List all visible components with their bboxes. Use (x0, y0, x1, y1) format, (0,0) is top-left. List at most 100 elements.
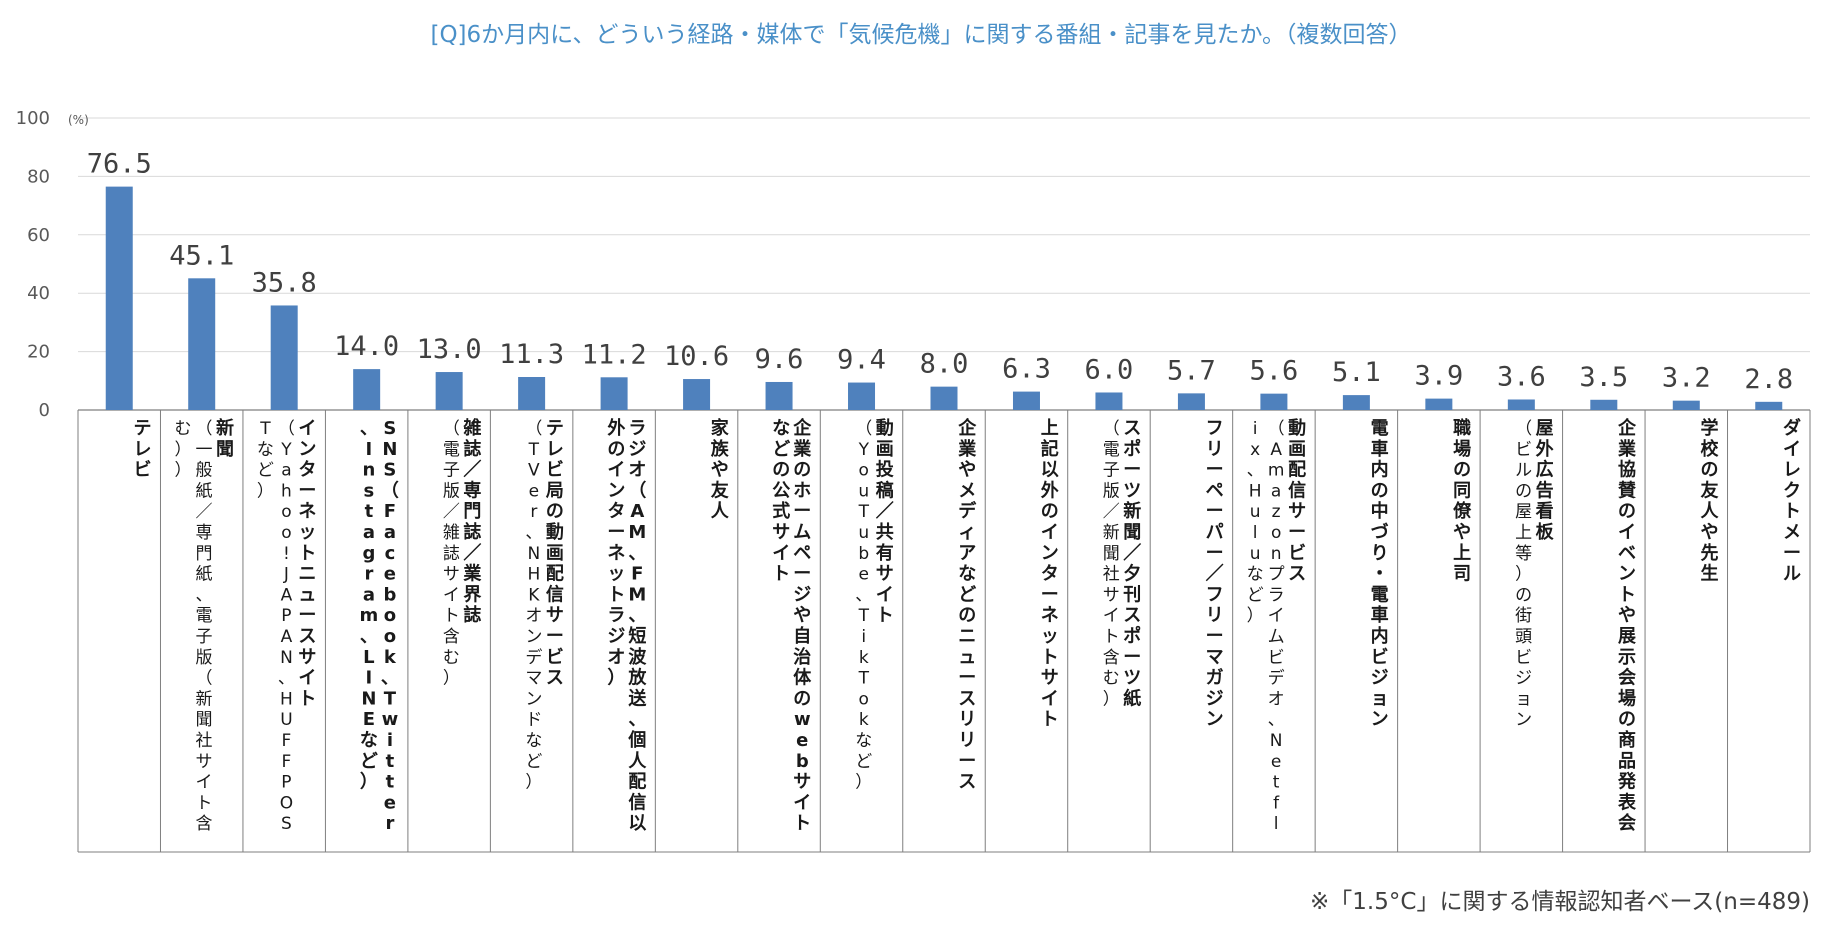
category-label-char: イ (1103, 606, 1120, 626)
category-label-char: 信 (1288, 479, 1306, 501)
category-label-char: F (282, 752, 292, 772)
category-label-char: ス (958, 772, 976, 793)
category-label-char: 、 (1247, 461, 1264, 481)
category-label-char: ス (546, 668, 564, 689)
category-label-char: 上 (1041, 418, 1059, 439)
category-label-char: 信 (628, 791, 646, 813)
category-label-char: ン (1206, 709, 1224, 730)
data-label: 45.1 (169, 240, 234, 271)
category-label-char: 会 (1618, 812, 1636, 834)
category-label-char: む (174, 419, 191, 439)
category-label-char: 生 (1701, 563, 1719, 585)
category-label-char: 聞 (195, 710, 212, 730)
category-label-char: 電 (443, 440, 460, 460)
category-label-char: ア (958, 543, 976, 564)
category-label-char: 画 (546, 543, 564, 564)
category-label-char: イ (1783, 439, 1801, 460)
data-label: 6.3 (1002, 354, 1051, 385)
category-label-char: ジ (1206, 688, 1224, 709)
category-label-char: む (1103, 669, 1120, 689)
category-label-char: ン (298, 439, 316, 460)
category-label-char: 企 (1617, 417, 1637, 439)
category-label-char: 司 (1453, 564, 1471, 585)
category-label-char: （ (381, 480, 399, 501)
category-label-char: r (364, 564, 373, 585)
category-label-char: ン (1515, 710, 1532, 730)
category-label-char: オ (1268, 689, 1285, 709)
category-label-char: 雑 (443, 523, 460, 543)
category-label-char: h (281, 481, 292, 501)
bar (435, 372, 463, 410)
bars (105, 186, 1783, 410)
category-label-char: I (366, 439, 373, 460)
data-label: 10.6 (664, 341, 729, 372)
category-label-char: や (1701, 522, 1719, 543)
category-label-char: ー (958, 668, 976, 689)
category-label-char: イ (607, 460, 625, 481)
category-label-char: イ (1041, 688, 1059, 709)
category-label-char: 上 (1515, 523, 1532, 543)
category-label-char: n (1271, 544, 1282, 564)
category-label-char: 、 (278, 669, 295, 689)
category-label-char: ど (360, 751, 378, 772)
category-label-char: な (958, 564, 976, 585)
category-label-char: 動 (546, 521, 564, 543)
category-label-char: 業 (792, 438, 812, 460)
category-label-char: L (363, 647, 374, 668)
category-label-char: 公 (772, 480, 790, 501)
category-label-char: ! (283, 544, 290, 564)
category-label-char: 子 (443, 461, 460, 481)
category-label-char: o (384, 626, 396, 647)
category-labels: テレビ新聞（一般紙／専門紙、電子版（新聞社サイト含む））インターネットニュースサ… (133, 417, 1801, 834)
bar (1507, 399, 1535, 410)
category-label-char: ン (525, 627, 542, 647)
bar (1672, 400, 1700, 410)
category-label-char: 誌 (443, 544, 460, 564)
category-label-char: 僚 (1453, 500, 1472, 522)
category-label-char: 場 (1618, 688, 1636, 709)
category-label-char: デ (958, 500, 977, 522)
category-label-char: 校 (1701, 438, 1720, 460)
category-label-char: ） (257, 481, 274, 501)
category-label-char: 、 (628, 709, 646, 730)
data-label: 14.0 (334, 331, 399, 362)
category-label-char: ル (1783, 564, 1801, 585)
category-label-char: e (384, 792, 396, 813)
category-label-char: ビ (1288, 543, 1306, 564)
category-label-char: ス (1123, 418, 1141, 439)
category-label-char: ビ (546, 647, 564, 668)
category-label-char: 電 (1103, 440, 1120, 460)
category-label-char: 業 (957, 438, 977, 460)
category-label-char: ト (1041, 647, 1059, 668)
category-label-char: や (1618, 605, 1636, 626)
category-label-char: サ (772, 522, 790, 543)
category-label-char: 聞 (216, 439, 234, 460)
category-label-char: 協 (1618, 459, 1636, 481)
category-label-char: ー (298, 605, 316, 626)
category-label-char: Y (280, 440, 292, 460)
category-label-char: 賛 (1618, 479, 1637, 501)
category-label-char: 夕 (1123, 563, 1141, 585)
category-label-char: 族 (711, 438, 730, 460)
category-label-char: テ (546, 418, 564, 439)
category-label-char: ュ (958, 647, 976, 668)
category-label-char: イ (876, 584, 894, 605)
category-label-char: t (386, 772, 395, 793)
category-label-char: ビ (1515, 648, 1532, 668)
category-label-char: 展 (1618, 626, 1637, 647)
category-label-char: ラ (628, 418, 646, 439)
category-label-char: S (383, 460, 396, 481)
category-label-char: 家 (711, 417, 730, 439)
data-label: 9.4 (837, 345, 886, 376)
data-label: 76.5 (87, 149, 152, 180)
category-label-char: ど (958, 584, 976, 605)
category-label-char: 職 (1453, 417, 1471, 439)
bar (683, 379, 711, 410)
category-label-char: 人 (1701, 501, 1720, 522)
